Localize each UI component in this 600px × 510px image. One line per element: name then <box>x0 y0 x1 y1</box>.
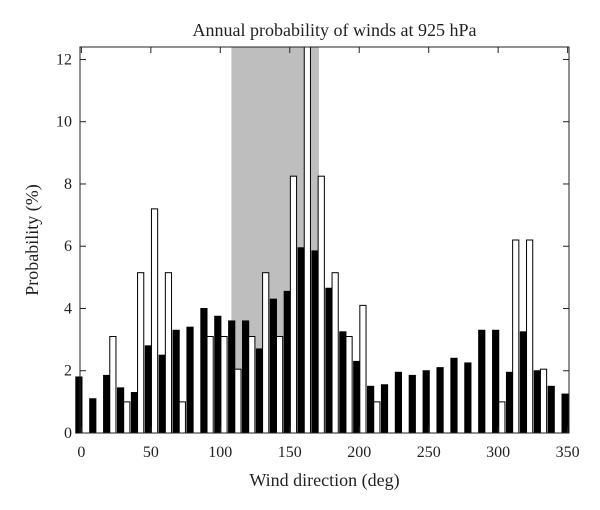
black-bar-240 <box>408 374 416 434</box>
white-bar-60 <box>164 272 173 434</box>
black-bar-290 <box>478 329 486 434</box>
black-bar-170 <box>311 250 319 434</box>
x-tick-label: 300 <box>486 444 510 461</box>
white-bar-210 <box>373 401 381 434</box>
ticks: 0 50 100 150 200 250 300 350 0 2 4 6 8 10 12 <box>56 47 580 461</box>
x-tick-label: 50 <box>143 444 159 461</box>
black-bar-280 <box>464 362 472 434</box>
black-bar-70 <box>172 329 180 434</box>
black-bar-230 <box>394 371 403 434</box>
x-tick-label: 200 <box>347 444 371 461</box>
black-bar-90 <box>200 307 208 434</box>
x-tick-label: 0 <box>77 444 85 461</box>
x-axis-label: Wind direction (deg) <box>249 470 399 491</box>
y-tick-label: 2 <box>64 363 72 380</box>
white-bar-20 <box>109 336 117 434</box>
white-bar-100 <box>220 336 228 434</box>
black-bar-260 <box>436 367 444 434</box>
white-bar-50 <box>150 208 159 434</box>
black-bar-150 <box>283 290 291 434</box>
white-bar-160 <box>303 46 311 434</box>
black-bar-80 <box>186 326 194 434</box>
black-bar-340 <box>547 385 555 434</box>
black-bar-60 <box>158 354 166 434</box>
y-tick-label: 12 <box>56 51 72 68</box>
white-bar-170 <box>317 175 325 434</box>
black-bar-30 <box>116 387 125 434</box>
plot-frame <box>79 46 570 434</box>
white-bar-130 <box>262 272 270 434</box>
black-bar-320 <box>519 331 528 434</box>
black-bar-40 <box>130 392 139 434</box>
white-bar-140 <box>275 336 284 434</box>
black-bar-250 <box>422 370 430 434</box>
black-bar-210 <box>367 385 375 434</box>
white-bar-330 <box>539 368 548 434</box>
white-bar-30 <box>123 401 131 434</box>
bars <box>75 46 569 434</box>
x-tick-label: 100 <box>208 444 232 461</box>
white-bar-190 <box>345 336 353 434</box>
y-tick-label: 10 <box>56 114 72 131</box>
white-bar-310 <box>512 239 520 434</box>
x-tick-label: 350 <box>556 444 580 461</box>
black-bar-140 <box>269 298 277 434</box>
chart-title: Annual probability of winds at 925 hPa <box>193 20 477 40</box>
black-bar-270 <box>450 357 458 434</box>
black-bar-110 <box>228 320 236 434</box>
x-tick-label: 150 <box>278 444 302 461</box>
white-bar-120 <box>248 336 256 434</box>
white-bar-300 <box>498 401 506 434</box>
white-bar-40 <box>137 272 145 434</box>
black-bar-50 <box>144 345 152 434</box>
y-axis-label: Probability (%) <box>22 184 43 295</box>
white-bar-320 <box>526 239 534 434</box>
black-bar-20 <box>103 374 111 434</box>
black-bar-200 <box>353 360 361 434</box>
white-bar-180 <box>331 272 339 434</box>
black-bar-330 <box>533 370 541 434</box>
white-bar-150 <box>289 175 298 434</box>
white-bar-110 <box>234 368 242 434</box>
black-bar-10 <box>89 398 97 434</box>
black-bar-300 <box>492 329 500 434</box>
black-bar-310 <box>505 371 514 434</box>
white-bar-70 <box>178 401 186 434</box>
y-tick-label: 8 <box>64 176 72 193</box>
white-bar-200 <box>359 304 367 434</box>
black-bar-130 <box>255 348 264 434</box>
black-bar-0 <box>75 376 83 434</box>
black-bar-100 <box>214 315 222 434</box>
white-bar-90 <box>206 336 214 434</box>
black-bar-220 <box>380 384 389 434</box>
black-bar-160 <box>297 247 305 434</box>
y-tick-label: 4 <box>64 300 72 317</box>
black-bar-120 <box>241 320 250 434</box>
x-tick-label: 250 <box>417 444 441 461</box>
y-tick-label: 6 <box>64 238 72 255</box>
y-tick-label: 0 <box>64 425 72 442</box>
black-bar-190 <box>339 331 347 434</box>
black-bar-180 <box>325 287 333 434</box>
